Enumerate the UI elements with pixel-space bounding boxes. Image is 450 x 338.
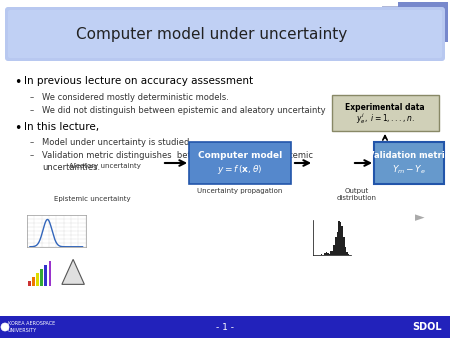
Text: Validation metric: Validation metric [368, 151, 450, 161]
Bar [49, 261, 51, 286]
Bar [338, 221, 340, 255]
FancyBboxPatch shape [8, 10, 442, 58]
Bar [328, 254, 330, 255]
Bar [40, 269, 43, 286]
Bar [398, 2, 448, 42]
Text: Experimental data: Experimental data [345, 102, 425, 112]
Bar [346, 252, 348, 255]
Text: We did not distinguish between epistemic and aleatory uncertainty: We did not distinguish between epistemic… [42, 106, 326, 115]
Text: Computer model under uncertainty: Computer model under uncertainty [76, 27, 347, 43]
Polygon shape [62, 259, 85, 284]
Text: $y_e^i,\ i=1,...,n.$: $y_e^i,\ i=1,...,n.$ [356, 112, 414, 126]
FancyBboxPatch shape [5, 7, 445, 61]
FancyBboxPatch shape [374, 142, 444, 184]
Text: Model under uncertainty is studied.: Model under uncertainty is studied. [42, 138, 192, 147]
Bar [335, 237, 337, 255]
Bar [324, 253, 325, 255]
FancyBboxPatch shape [189, 142, 291, 184]
Text: Validation metric distinguishes  between aleatory and epistemic: Validation metric distinguishes between … [42, 151, 313, 160]
Bar [337, 233, 338, 255]
Text: $Y_m - Y_e$: $Y_m - Y_e$ [392, 164, 426, 176]
Bar [332, 251, 333, 255]
Text: •: • [14, 76, 22, 89]
Bar [340, 222, 342, 255]
Text: –: – [30, 138, 34, 147]
Bar [36, 273, 39, 286]
Bar [348, 254, 349, 255]
Text: - 1 -: - 1 - [216, 322, 234, 332]
Bar [330, 251, 332, 255]
Bar [325, 252, 327, 255]
Bar [0, 316, 450, 338]
Text: Epistemic uncertainty: Epistemic uncertainty [54, 196, 130, 202]
Bar [0, 48, 450, 208]
Bar [382, 6, 432, 52]
Bar [32, 277, 35, 286]
Text: Uncertainty propagation: Uncertainty propagation [197, 188, 283, 194]
Circle shape [1, 323, 9, 331]
Text: Aleatory uncertainty: Aleatory uncertainty [69, 163, 141, 169]
Text: –: – [30, 106, 34, 115]
Bar [345, 247, 346, 255]
Bar [45, 265, 47, 286]
Text: $y = f\,(\mathbf{x}, \theta)$: $y = f\,(\mathbf{x}, \theta)$ [217, 164, 263, 176]
Bar [27, 281, 31, 286]
Bar [343, 237, 345, 255]
Text: In previous lecture on accuracy assessment: In previous lecture on accuracy assessme… [24, 76, 253, 86]
Text: uncertainties.: uncertainties. [42, 163, 100, 172]
Bar [321, 254, 322, 255]
Text: SDOL: SDOL [412, 322, 442, 332]
Text: •: • [14, 122, 22, 135]
FancyBboxPatch shape [332, 95, 439, 131]
Bar [333, 245, 335, 255]
Bar [327, 253, 328, 255]
Bar [342, 226, 343, 255]
Text: KOREA AEROSPACE
UNIVERSITY: KOREA AEROSPACE UNIVERSITY [8, 321, 55, 333]
Text: –: – [30, 151, 34, 160]
Text: Output
distribution: Output distribution [337, 188, 377, 201]
Text: We considered mostly deterministic models.: We considered mostly deterministic model… [42, 93, 229, 102]
Text: ►: ► [415, 212, 425, 224]
Text: Computer model: Computer model [198, 151, 282, 161]
Text: In this lecture,: In this lecture, [24, 122, 99, 132]
Text: –: – [30, 93, 34, 102]
